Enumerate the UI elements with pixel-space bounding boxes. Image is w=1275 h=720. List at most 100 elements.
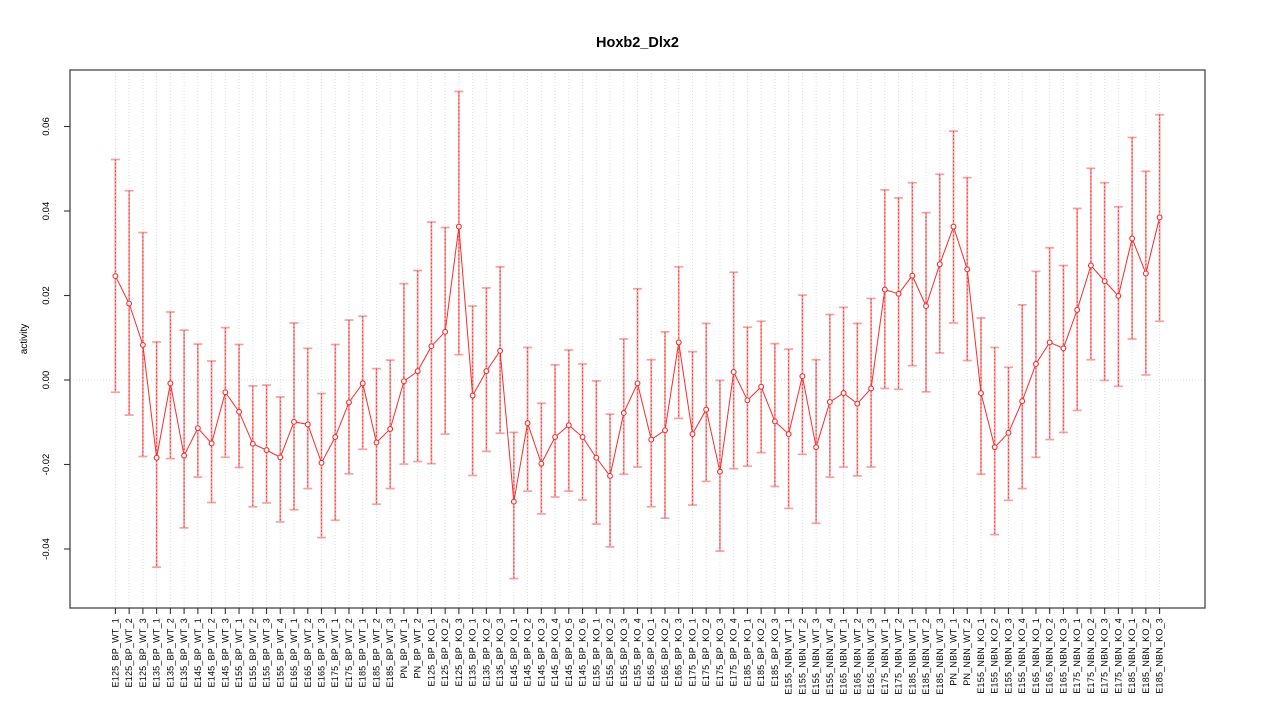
y-tick-label: 0.00 (41, 371, 52, 390)
data-point-marker (249, 440, 256, 447)
data-point-marker (167, 380, 174, 387)
x-tick-label: E155_BP_KO_4 (633, 618, 643, 686)
data-point-marker (483, 368, 490, 375)
data-point-marker (236, 408, 243, 415)
x-tick-label: E165_NBN_KO_1 (1031, 618, 1041, 694)
data-point-marker (1046, 339, 1053, 346)
x-tick-label: E165_NBN_WT_2 (852, 618, 862, 695)
x-tick-label: E145_BP_KO_4 (550, 618, 560, 686)
x-tick-label: E135_BP_WT_1 (152, 618, 162, 687)
data-point-marker (1156, 214, 1163, 221)
x-tick-label: E165_NBN_KO_2 (1045, 618, 1055, 694)
data-layer (110, 90, 1165, 580)
x-tick-label: E155_NBN_WT_3 (811, 618, 821, 695)
data-point-marker (181, 452, 188, 459)
data-point-marker (991, 444, 998, 451)
data-point-marker (1019, 398, 1026, 405)
y-tick-label: -0.04 (41, 538, 52, 560)
x-tick-label: E165_BP_KO_1 (646, 618, 656, 686)
data-point-marker (359, 380, 366, 387)
data-point-marker (194, 425, 201, 432)
x-tick-label: E175_NBN_KO_4 (1113, 618, 1123, 694)
data-point-marker (126, 300, 133, 307)
data-point-marker (400, 378, 407, 385)
data-point-marker (675, 339, 682, 346)
y-tick-label: 0.04 (41, 202, 52, 221)
x-tick-label: PN_NBN_WT_1 (949, 618, 959, 686)
data-point-marker (799, 373, 806, 380)
data-point-marker (1115, 292, 1122, 299)
x-tick-label: E135_BP_KO_2 (481, 618, 491, 686)
data-point-marker (703, 406, 710, 413)
x-tick-label: E185_BP_KO_2 (756, 618, 766, 686)
y-tick-label: 0.06 (41, 117, 52, 136)
data-point-marker (909, 272, 916, 279)
x-tick-label: E175_NBN_KO_3 (1100, 618, 1110, 694)
chart-title: Hoxb2_Dlx2 (596, 35, 679, 51)
y-axis-title: activity (19, 324, 30, 355)
data-point-marker (1129, 235, 1136, 242)
x-tick-label: E185_BP_WT_1 (358, 618, 368, 687)
x-tick-label: E125_BP_WT_2 (124, 618, 134, 687)
x-tick-label: PN_BP_WT_1 (399, 618, 409, 679)
x-tick-label: E185_BP_KO_1 (742, 618, 752, 686)
data-point-marker (895, 290, 902, 297)
data-point-marker (291, 418, 297, 425)
data-point-marker (689, 431, 696, 438)
x-tick-label: E165_BP_KO_3 (674, 618, 684, 686)
x-tick-label: E125_BP_WT_1 (110, 618, 120, 687)
x-tick-label: E175_BP_KO_3 (715, 618, 725, 686)
x-tick-label: E135_BP_KO_3 (495, 618, 505, 686)
x-tick-label: E125_BP_KO_1 (426, 618, 436, 686)
x-tick-label: PN_BP_WT_2 (413, 618, 423, 679)
x-tick-label: E135_BP_WT_2 (165, 618, 175, 687)
data-point-marker (222, 389, 229, 396)
x-tick-label: E135_BP_KO_1 (468, 618, 478, 686)
data-point-marker (936, 261, 943, 268)
x-tick-label: E155_NBN_WT_2 (797, 618, 807, 695)
x-tick-label: E155_NBN_KO_2 (990, 618, 1000, 694)
data-point-marker (1142, 270, 1149, 277)
x-tick-label: E145_BP_KO_6 (578, 618, 588, 686)
data-point-marker (304, 421, 311, 428)
data-point-marker (950, 223, 957, 230)
x-tick-label: E185_NBN_WT_3 (935, 618, 945, 695)
x-tick-label: E175_BP_KO_1 (687, 618, 697, 686)
data-point-marker (771, 418, 778, 425)
x-tick-label: E125_BP_KO_3 (454, 618, 464, 686)
x-tick-label: E165_BP_WT_2 (303, 618, 313, 687)
data-point-marker (277, 454, 284, 461)
data-point-marker (565, 422, 572, 429)
data-point-marker (1101, 278, 1108, 285)
data-point-marker (455, 223, 462, 230)
y-tick-label: 0.02 (41, 286, 52, 305)
x-tick-label: E165_BP_WT_3 (316, 618, 326, 687)
data-point-marker (607, 472, 613, 479)
x-tick-label: E125_BP_KO_2 (440, 618, 450, 686)
data-point-marker (208, 440, 215, 447)
x-tick-label: E145_BP_WT_3 (220, 618, 230, 687)
x-tick-label: E155_NBN_WT_1 (784, 618, 794, 695)
x-tick-label: E155_BP_WT_4 (275, 618, 285, 687)
data-point-marker (964, 266, 971, 273)
x-tick-label: E185_NBN_KO_2 (1141, 618, 1151, 694)
x-tick-label: E175_NBN_WT_1 (880, 618, 890, 695)
data-point-marker (813, 444, 820, 451)
x-tick-label: E145_BP_KO_3 (536, 618, 546, 686)
data-point-marker (332, 434, 339, 440)
data-point-marker (826, 399, 833, 405)
data-point-marker (428, 343, 435, 350)
data-point-marker (538, 460, 545, 467)
data-point-marker (1032, 360, 1039, 367)
x-tick-label: E155_NBN_KO_1 (976, 618, 986, 694)
data-point-marker (510, 498, 517, 505)
x-tick-label: E175_BP_KO_2 (701, 618, 711, 686)
data-point-marker (414, 368, 421, 375)
x-tick-label: E155_NBN_KO_3 (1003, 618, 1013, 694)
data-point-marker (634, 380, 641, 387)
data-point-marker (1005, 429, 1012, 436)
x-tick-label: E155_NBN_KO_4 (1017, 618, 1027, 694)
x-tick-label: E185_NBN_WT_1 (907, 618, 917, 695)
x-tick-label: E175_NBN_WT_2 (894, 618, 904, 695)
